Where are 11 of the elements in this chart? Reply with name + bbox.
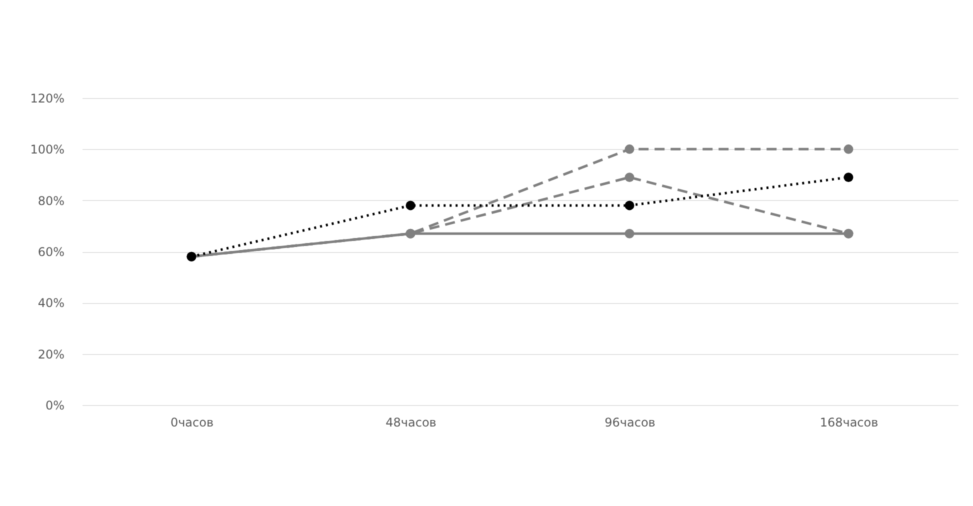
y-tick-label: 20% xyxy=(38,347,64,362)
x-tick-label: 168часов xyxy=(820,416,878,430)
y-tick-label: 60% xyxy=(38,245,64,259)
y-tick-label: 0% xyxy=(45,398,64,412)
x-tick-label: 0часов xyxy=(170,416,214,430)
y-tick-label: 80% xyxy=(38,194,64,208)
x-tick-label: 96часов xyxy=(604,416,656,430)
y-tick-label: 120% xyxy=(30,92,64,106)
y-tick-label: 40% xyxy=(38,296,64,310)
x-tick-label: 48часов xyxy=(386,416,436,430)
y-tick-label: 100% xyxy=(30,142,64,157)
